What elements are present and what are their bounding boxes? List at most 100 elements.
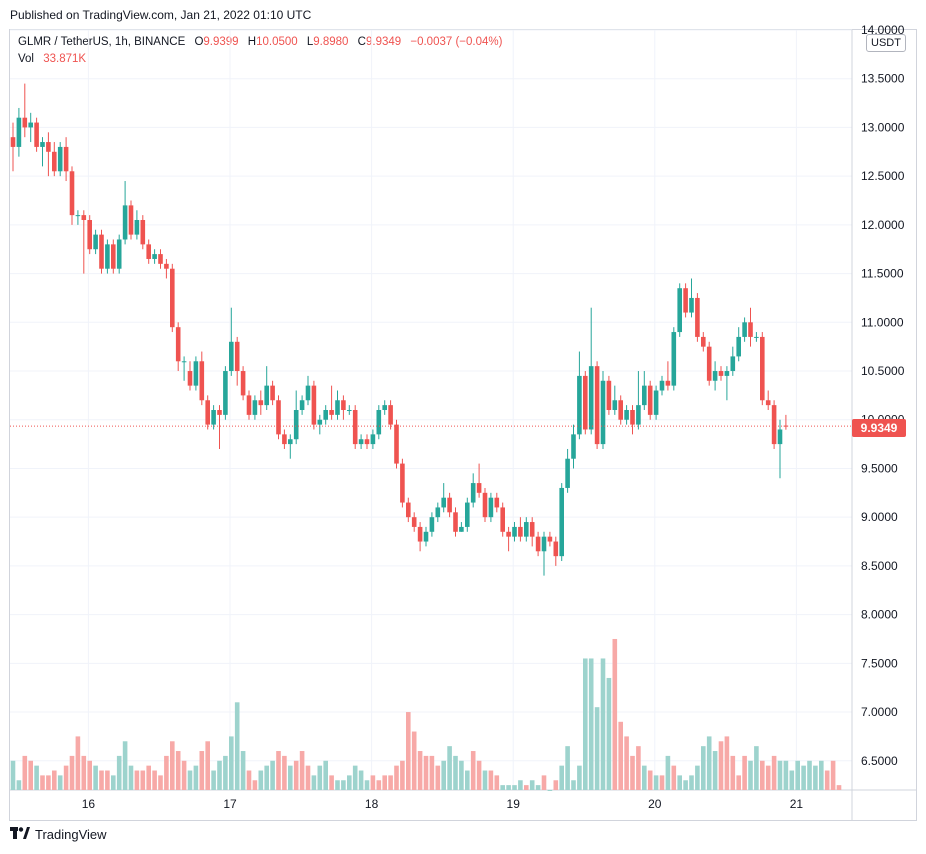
candle-body bbox=[158, 254, 163, 264]
candle-body bbox=[429, 517, 435, 532]
time-tick-label: 20 bbox=[648, 797, 662, 811]
volume-bar bbox=[276, 751, 281, 790]
candle-body bbox=[16, 117, 22, 147]
candle-body bbox=[311, 385, 317, 425]
candle-body bbox=[482, 492, 488, 518]
volume-bar bbox=[813, 765, 818, 790]
volume-bar bbox=[122, 741, 128, 790]
candle-body bbox=[170, 268, 175, 328]
candle-body bbox=[695, 297, 700, 337]
volume-bar bbox=[453, 755, 458, 790]
candle-body bbox=[518, 526, 523, 537]
volume-bar bbox=[630, 755, 635, 790]
candle-body bbox=[636, 405, 641, 425]
candle-body bbox=[382, 405, 387, 410]
candle-body bbox=[63, 146, 69, 172]
volume-bar bbox=[642, 765, 647, 790]
candle-body bbox=[75, 215, 81, 217]
published-caption: Published on TradingView.com, Jan 21, 20… bbox=[10, 8, 312, 22]
symbol-name[interactable]: GLMR / TetherUS, 1h, BINANCE bbox=[18, 36, 186, 48]
volume-bar bbox=[795, 760, 800, 790]
candle-body bbox=[529, 522, 535, 537]
volume-bar bbox=[647, 770, 653, 790]
candle-body bbox=[317, 419, 323, 425]
volume-bar bbox=[264, 765, 269, 790]
candle-body bbox=[559, 487, 564, 557]
volume-bar bbox=[470, 751, 476, 790]
candle-body bbox=[553, 541, 559, 557]
candle-body bbox=[305, 385, 311, 401]
volume-bar bbox=[199, 751, 205, 790]
volume-bar bbox=[736, 775, 741, 790]
volume-bar bbox=[234, 702, 240, 790]
candle-body bbox=[181, 361, 187, 363]
candle-body bbox=[618, 400, 623, 420]
candle-body bbox=[175, 327, 181, 362]
volume-bar bbox=[594, 707, 600, 790]
volume-bar bbox=[606, 677, 612, 790]
candle-body bbox=[465, 502, 470, 527]
price-tick-label: 12.5000 bbox=[861, 169, 905, 183]
volume-bar bbox=[665, 755, 671, 790]
candle-body bbox=[164, 263, 169, 269]
tradingview-logo-icon bbox=[10, 827, 30, 842]
volume-bar bbox=[305, 765, 311, 790]
candle-body bbox=[22, 117, 28, 128]
candle-body bbox=[134, 220, 140, 235]
candle-body bbox=[730, 356, 736, 372]
change-value: −0.0037 (−0.04%) bbox=[410, 36, 503, 48]
volume-bar bbox=[760, 760, 765, 790]
volume-bar bbox=[370, 775, 376, 790]
candle-body bbox=[718, 371, 724, 376]
volume-bar bbox=[765, 765, 771, 790]
currency-unit-badge[interactable]: USDT bbox=[866, 34, 906, 52]
candle-body bbox=[394, 424, 399, 464]
time-tick-label: 19 bbox=[507, 797, 521, 811]
volume-bar bbox=[801, 765, 806, 790]
volume-bar bbox=[358, 770, 364, 790]
volume-bar bbox=[512, 785, 517, 790]
candle-body bbox=[459, 526, 464, 532]
volume-bar bbox=[111, 775, 116, 790]
last-price-label: 9.9349 bbox=[852, 419, 906, 437]
volume-bar bbox=[16, 780, 22, 790]
volume-bar bbox=[423, 755, 429, 790]
candle-body bbox=[140, 220, 146, 245]
candle-body bbox=[494, 497, 500, 508]
volume-bar bbox=[270, 760, 275, 790]
volume-bar bbox=[252, 780, 258, 790]
high-value: 10.0500 bbox=[256, 36, 298, 48]
volume-bar bbox=[653, 775, 659, 790]
volume-bar bbox=[34, 765, 39, 790]
candle-body bbox=[347, 410, 352, 411]
volume-bar bbox=[99, 770, 104, 790]
candle-body bbox=[122, 205, 128, 240]
vol-label[interactable]: Vol bbox=[18, 53, 34, 65]
volume-bar bbox=[600, 658, 606, 790]
candle-body bbox=[211, 410, 216, 425]
volume-bar bbox=[659, 775, 665, 790]
volume-bar bbox=[217, 760, 222, 790]
volume-bar bbox=[240, 751, 246, 790]
volume-bar bbox=[258, 770, 264, 790]
candle-body bbox=[252, 400, 258, 415]
volume-bar bbox=[824, 770, 830, 790]
candle-body bbox=[99, 234, 104, 269]
volume-bar bbox=[807, 760, 812, 790]
candle-body bbox=[541, 536, 547, 552]
candle-body bbox=[10, 137, 16, 147]
volume-bar bbox=[465, 770, 470, 790]
volume-bar bbox=[341, 780, 346, 790]
volume-bar bbox=[783, 760, 789, 790]
candle-body bbox=[742, 322, 747, 337]
candle-body bbox=[606, 380, 612, 410]
volume-bar bbox=[158, 775, 163, 790]
volume-bar bbox=[335, 780, 340, 790]
volume-bar bbox=[175, 751, 181, 790]
time-tick-label: 18 bbox=[365, 797, 379, 811]
low-label: L bbox=[306, 36, 314, 48]
tradingview-logo[interactable]: TradingView bbox=[10, 827, 107, 842]
candle-body bbox=[512, 526, 517, 537]
price-tick-label: 13.5000 bbox=[861, 72, 905, 86]
